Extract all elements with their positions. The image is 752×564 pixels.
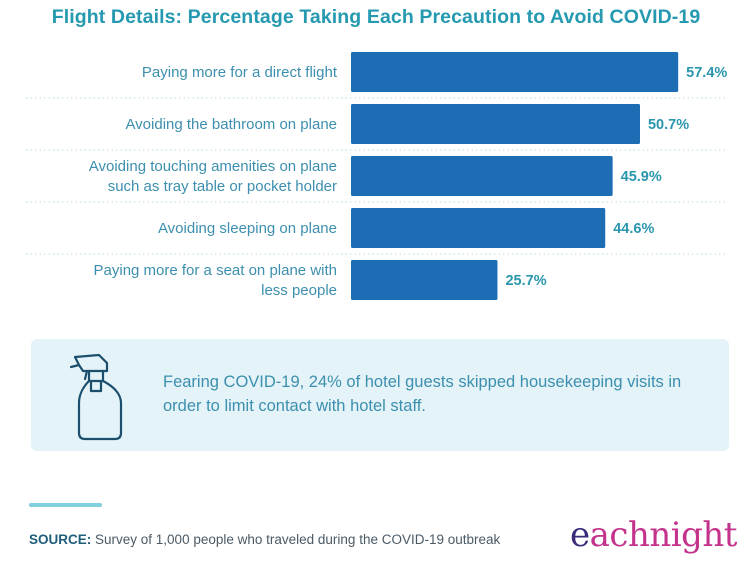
category-label-line: less people [261, 282, 337, 299]
bar [351, 156, 613, 196]
source-label: SOURCE: [29, 532, 92, 547]
bar [351, 104, 640, 144]
bar [351, 208, 606, 248]
callout-text: Fearing COVID-19, 24% of hotel guests sk… [163, 373, 682, 415]
bar [351, 260, 498, 300]
value-label: 45.9% [621, 169, 662, 185]
category-label-line: Paying more for a seat on plane with [94, 262, 337, 279]
source-note: SOURCE: Survey of 1,000 people who trave… [29, 532, 500, 547]
source-divider [29, 503, 102, 507]
category-label: Avoiding touching amenities on plane such… [89, 158, 337, 195]
brand-logo-rest: achnight [589, 515, 738, 555]
source-text: Survey of 1,000 people who traveled duri… [91, 532, 501, 547]
value-label: 50.7% [648, 117, 689, 133]
value-label: 25.7% [505, 273, 546, 289]
category-label-line: Avoiding touching amenities on plane [89, 158, 337, 175]
callout-box: Fearing COVID-19, 24% of hotel guests sk… [31, 339, 729, 451]
category-label: Paying more for a seat on plane with less… [94, 262, 337, 299]
value-label: 57.4% [686, 65, 727, 81]
category-label: Avoiding sleeping on plane [158, 220, 337, 237]
bar-chart: 57.4% Paying more for a direct flight 50.7… [26, 52, 727, 300]
spray-bottle-icon [69, 353, 123, 441]
value-label: 44.6% [613, 221, 654, 237]
brand-logo: eachnight [570, 515, 737, 555]
brand-logo-first-letter: e [570, 515, 590, 555]
category-label-line: such as tray table or pocket holder [108, 178, 337, 195]
category-label: Paying more for a direct flight [142, 64, 338, 81]
category-label: Avoiding the bathroom on plane [125, 116, 337, 133]
bar [351, 52, 679, 92]
chart-title: Flight Details: Percentage Taking Each P… [51, 6, 701, 28]
